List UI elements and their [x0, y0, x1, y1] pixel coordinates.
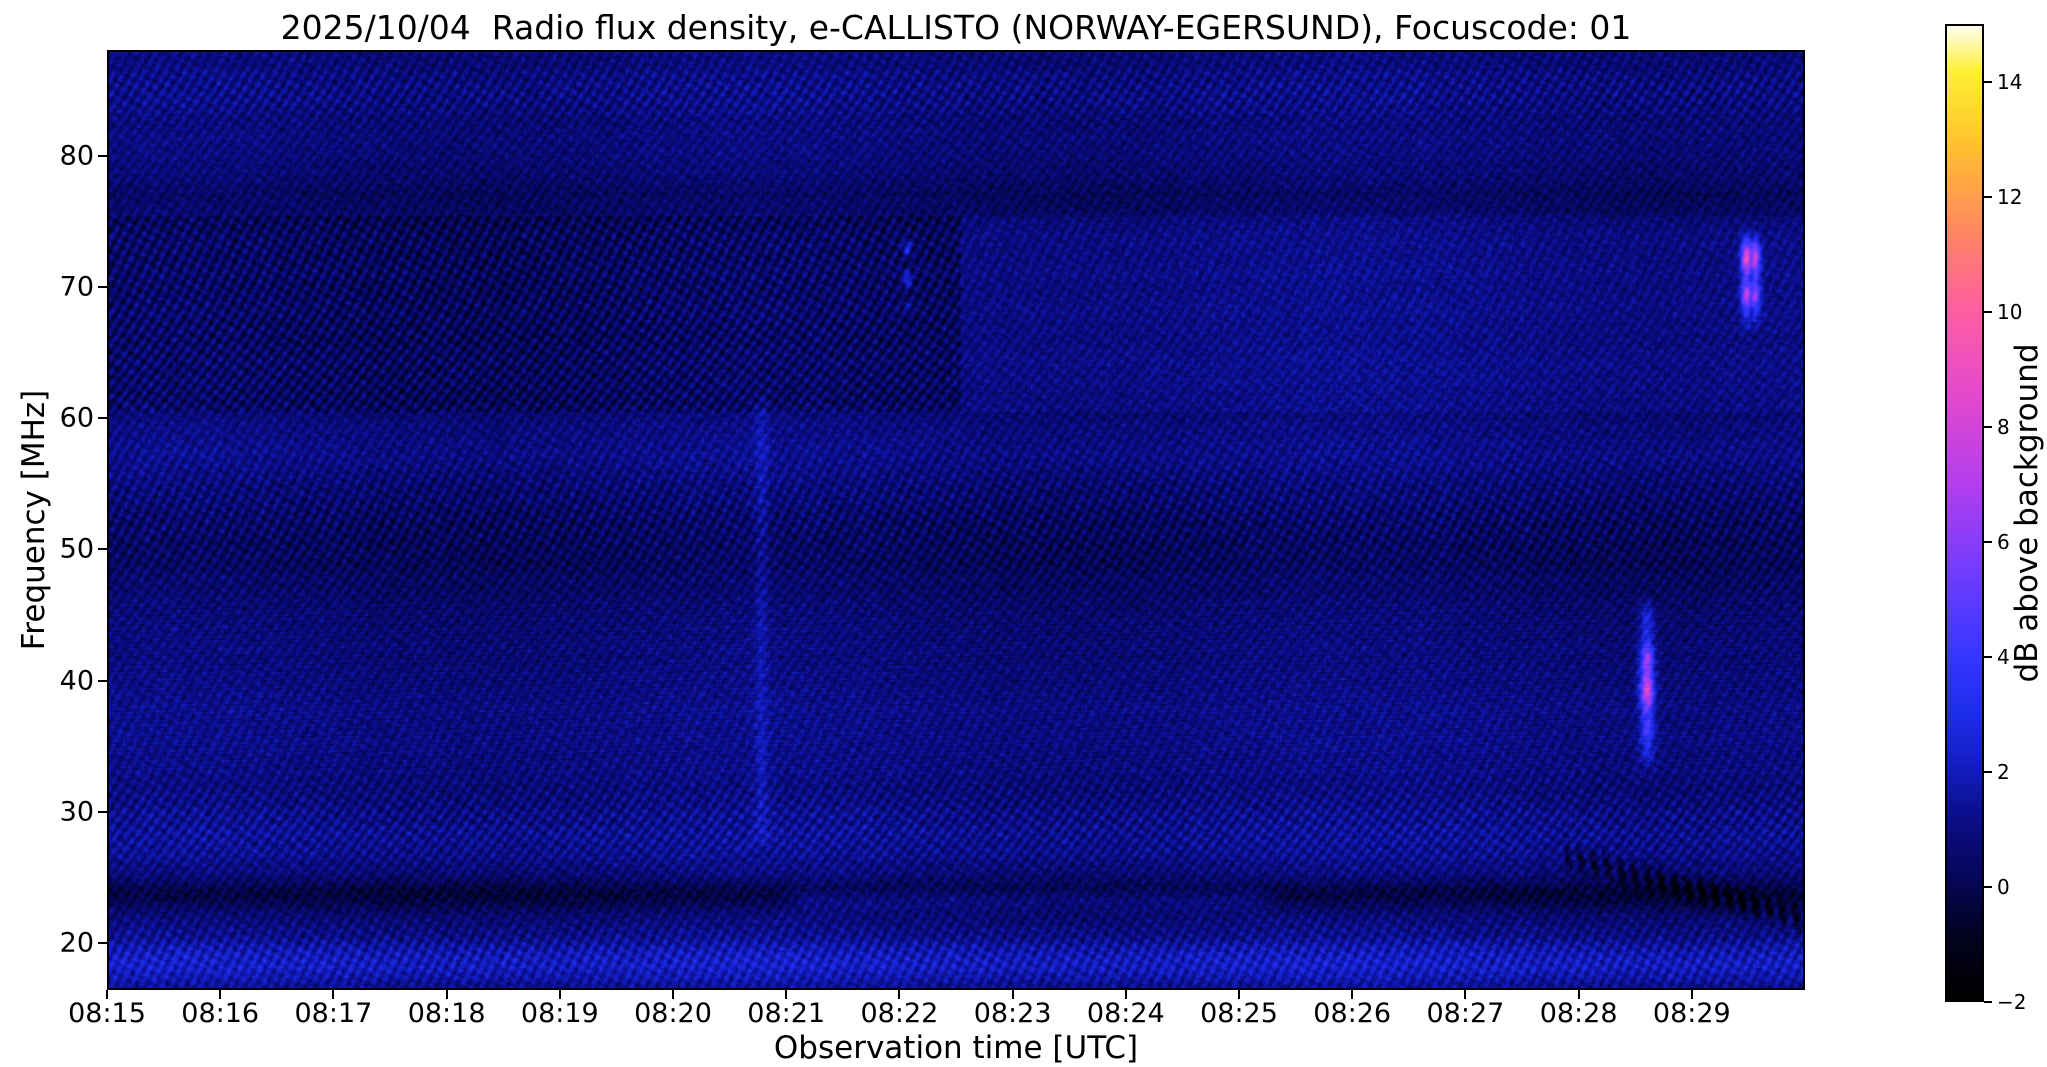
y-tick-label: 40 — [59, 665, 94, 697]
y-tick — [98, 941, 107, 944]
x-tick — [672, 990, 674, 999]
colorbar-tick — [1984, 195, 1992, 198]
colorbar-tick-label: 6 — [1997, 529, 2010, 554]
y-tick — [98, 679, 107, 682]
y-tick-label: 20 — [59, 927, 94, 959]
x-tick-label: 08:24 — [1086, 998, 1165, 1029]
x-tick-label: 08:21 — [747, 998, 826, 1029]
x-tick — [1011, 990, 1014, 999]
x-tick-label: 08:19 — [520, 998, 599, 1029]
y-tick — [98, 155, 107, 158]
x-tick — [1351, 990, 1354, 999]
y-tick — [98, 417, 107, 420]
colorbar-tick-label: 2 — [1997, 759, 2010, 784]
x-tick-label: 08:22 — [860, 998, 939, 1029]
colorbar-tick — [1984, 1001, 1992, 1003]
x-tick — [1690, 990, 1693, 999]
x-tick — [219, 990, 222, 999]
x-tick-label: 08:26 — [1313, 998, 1392, 1029]
colorbar-tick-label: 8 — [1997, 414, 2010, 439]
colorbar-tick-label: 0 — [1997, 874, 2010, 899]
x-tick — [898, 990, 901, 999]
x-tick-label: 08:25 — [1200, 998, 1278, 1029]
x-tick — [1577, 990, 1580, 999]
y-tick-label: 70 — [59, 271, 94, 303]
x-tick-label: 08:27 — [1426, 998, 1505, 1029]
colorbar-tick-label: 4 — [1997, 644, 2010, 669]
chart-title: 2025/10/04 Radio flux density, e-CALLIST… — [280, 8, 1632, 47]
x-tick-label: 08:16 — [181, 998, 260, 1029]
colorbar-tick-label: 10 — [1997, 299, 2023, 324]
colorbar-tick — [1984, 655, 1992, 658]
x-tick-label: 08:20 — [634, 998, 712, 1029]
y-tick — [98, 286, 107, 289]
x-tick — [106, 990, 108, 999]
y-tick-label: 80 — [59, 140, 94, 172]
x-tick — [1124, 990, 1127, 999]
x-tick-label: 08:28 — [1539, 998, 1618, 1029]
x-tick-label: 08:23 — [973, 998, 1052, 1029]
plot-area — [107, 50, 1805, 990]
x-axis-label: Observation time [UTC] — [773, 1030, 1139, 1066]
y-tick — [98, 810, 107, 813]
x-tick-label: 08:15 — [68, 998, 146, 1029]
colorbar-tick-label: 12 — [1997, 184, 2023, 209]
colorbar-label: dB above background — [2009, 343, 2045, 683]
x-tick — [332, 990, 335, 999]
x-tick-label: 08:18 — [407, 998, 486, 1029]
colorbar-tick — [1984, 310, 1992, 313]
colorbar-tick — [1984, 540, 1992, 543]
y-axis-label: Frequency [MHz] — [16, 389, 52, 651]
colorbar-tick-label: 14 — [1997, 69, 2023, 94]
x-tick — [1464, 990, 1467, 999]
colorbar-tick — [1984, 425, 1992, 428]
y-tick-label: 50 — [59, 533, 94, 565]
x-tick — [445, 990, 448, 999]
x-tick-label: 08:29 — [1652, 998, 1731, 1029]
y-tick — [98, 548, 107, 551]
colorbar-tick — [1984, 80, 1992, 83]
colorbar-tick — [1984, 885, 1992, 888]
colorbar-tick-label: −2 — [1997, 990, 2027, 1014]
x-tick — [558, 990, 561, 999]
colorbar-canvas — [1947, 26, 1982, 1000]
x-tick — [1238, 990, 1240, 999]
colorbar — [1945, 24, 1984, 1002]
colorbar-tick — [1984, 770, 1992, 773]
y-tick-label: 30 — [59, 796, 94, 828]
spectrogram-canvas — [109, 52, 1803, 988]
x-tick — [785, 990, 788, 999]
x-tick-label: 08:17 — [294, 998, 373, 1029]
y-tick-label: 60 — [59, 402, 94, 434]
